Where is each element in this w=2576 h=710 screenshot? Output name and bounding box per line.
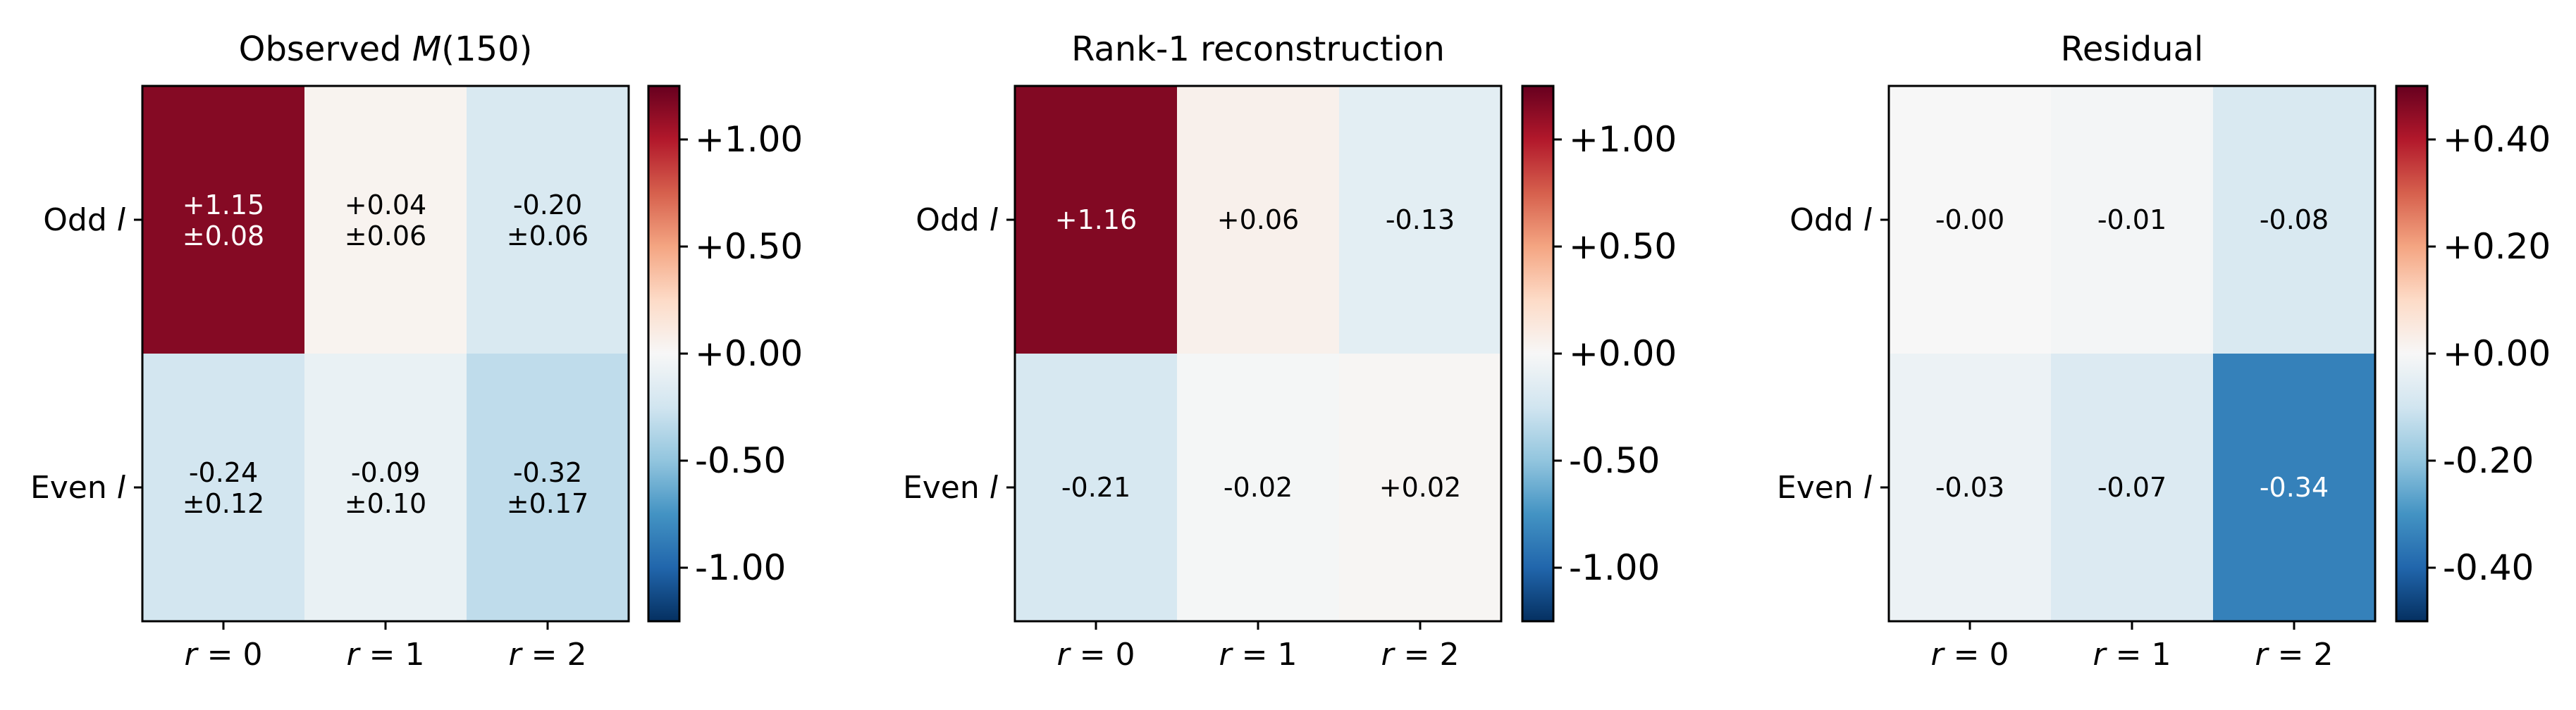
colorbar bbox=[2396, 86, 2427, 621]
cell-error-label: ±0.17 bbox=[507, 488, 588, 519]
x-tick-label-0: r = 0 bbox=[1931, 637, 2009, 673]
y-tick-label-1: Even l bbox=[1777, 470, 1873, 506]
panel-title: Rank-1 reconstruction bbox=[1071, 30, 1445, 69]
heatmap-cell-r1-c2 bbox=[467, 354, 629, 621]
x-tick-label-2: r = 2 bbox=[509, 637, 587, 673]
y-tick-label-1: Even l bbox=[903, 470, 999, 506]
colorbar-tick-label-1: +0.20 bbox=[2443, 226, 2551, 267]
heatmap-cell-r1-c0 bbox=[1015, 354, 1177, 621]
colorbar-tick-label-2: +0.00 bbox=[1569, 333, 1677, 374]
colorbar-tick-label-0: +1.00 bbox=[695, 119, 803, 160]
cell-error-label: ±0.08 bbox=[183, 220, 264, 251]
colorbar-tick-label-2: +0.00 bbox=[695, 333, 803, 374]
panel-title: Observed M(150) bbox=[239, 30, 533, 69]
heatmap-cell-r1-c1 bbox=[304, 354, 467, 621]
title-text: Residual bbox=[2061, 30, 2204, 69]
title-suffix: (150) bbox=[441, 30, 532, 69]
x-tick-label-0: r = 0 bbox=[185, 637, 263, 673]
colorbar-tick-label-4: -1.00 bbox=[695, 547, 786, 588]
x-tick-label-1: r = 1 bbox=[1219, 637, 1298, 673]
x-tick-label-0: r = 0 bbox=[1057, 637, 1135, 673]
cell-value-label: -0.03 bbox=[1935, 472, 2004, 503]
heatmap-cell-r0-c1 bbox=[2051, 86, 2213, 354]
heatmap-cell-r0-c2 bbox=[467, 86, 629, 354]
cell-value-label: -0.08 bbox=[2260, 204, 2329, 235]
heatmap-panel-1: Observed M(150)+1.15±0.08+0.04±0.06-0.20… bbox=[30, 30, 803, 673]
cell-value-label: +0.04 bbox=[345, 189, 426, 220]
heatmap-cell-r0-c0 bbox=[142, 86, 304, 354]
x-tick-label-1: r = 1 bbox=[347, 637, 425, 673]
title-text: Rank-1 reconstruction bbox=[1071, 30, 1445, 69]
colorbar-tick-label-4: -1.00 bbox=[1569, 547, 1660, 588]
cell-value-label: -0.09 bbox=[351, 457, 420, 488]
colorbar-tick-label-2: +0.00 bbox=[2443, 333, 2551, 374]
cell-value-label: -0.32 bbox=[513, 457, 582, 488]
y-tick-label-0: Odd l bbox=[916, 202, 998, 238]
heatmap-panel-3: Residual -0.00 -0.01 -0.08 -0.03 -0.07 -0.34 Od… bbox=[1777, 30, 2551, 673]
cell-value-label: +0.02 bbox=[1379, 472, 1461, 503]
cell-value-label: -0.34 bbox=[2260, 472, 2329, 503]
cell-value-label: -0.02 bbox=[1224, 472, 1293, 503]
cell-error-label: ±0.06 bbox=[507, 220, 588, 251]
colorbar-tick-label-3: -0.50 bbox=[695, 440, 786, 481]
heatmap-panel-2: Rank-1 reconstruction +1.16 +0.06 -0.13 -0.2… bbox=[903, 30, 1677, 673]
cell-error-label: ±0.06 bbox=[345, 220, 426, 251]
title-variable: M bbox=[412, 30, 441, 69]
cell-value-label: +1.15 bbox=[183, 189, 264, 220]
cell-value-label: -0.20 bbox=[513, 189, 582, 220]
cell-value-label: -0.13 bbox=[1386, 204, 1455, 235]
heatmap-cell-r0-c1 bbox=[1177, 86, 1339, 354]
colorbar-tick-label-1: +0.50 bbox=[1569, 226, 1677, 267]
title-text: Observed bbox=[239, 30, 412, 69]
cell-value-label: -0.00 bbox=[1935, 204, 2004, 235]
cell-value-label: -0.01 bbox=[2097, 204, 2167, 235]
heatmap-cell-r0-c2 bbox=[1339, 86, 1501, 354]
x-tick-label-2: r = 2 bbox=[2255, 637, 2334, 673]
heatmap-cell-r1-c0 bbox=[142, 354, 304, 621]
heatmap-cell-r0-c0 bbox=[1015, 86, 1177, 354]
colorbar-tick-label-1: +0.50 bbox=[695, 226, 803, 267]
heatmap-cell-r1-c2 bbox=[2213, 354, 2375, 621]
cell-error-label: ±0.10 bbox=[345, 488, 426, 519]
heatmap-cell-r1-c1 bbox=[2051, 354, 2213, 621]
cell-value-label: -0.21 bbox=[1061, 472, 1130, 503]
cell-value-label: -0.24 bbox=[189, 457, 258, 488]
colorbar-tick-label-0: +0.40 bbox=[2443, 119, 2551, 160]
colorbar-tick-label-3: -0.20 bbox=[2443, 440, 2534, 481]
y-tick-label-0: Odd l bbox=[43, 202, 125, 238]
colorbar-tick-label-3: -0.50 bbox=[1569, 440, 1660, 481]
x-tick-label-2: r = 2 bbox=[1381, 637, 1460, 673]
colorbar-tick-label-0: +1.00 bbox=[1569, 119, 1677, 160]
heatmap-cell-r1-c0 bbox=[1889, 354, 2051, 621]
heatmap-cell-r1-c2 bbox=[1339, 354, 1501, 621]
y-tick-label-1: Even l bbox=[30, 470, 126, 506]
cell-value-label: -0.07 bbox=[2097, 472, 2167, 503]
cell-value-label: +1.16 bbox=[1055, 204, 1137, 235]
y-tick-label-0: Odd l bbox=[1789, 202, 1872, 238]
x-tick-label-1: r = 1 bbox=[2093, 637, 2171, 673]
colorbar-tick-label-4: -0.40 bbox=[2443, 547, 2534, 588]
colorbar bbox=[648, 86, 679, 621]
heatmap-cell-r0-c2 bbox=[2213, 86, 2375, 354]
heatmap-cell-r0-c0 bbox=[1889, 86, 2051, 354]
heatmap-cell-r0-c1 bbox=[304, 86, 467, 354]
heatmap-cell-r1-c1 bbox=[1177, 354, 1339, 621]
colorbar bbox=[1522, 86, 1553, 621]
cell-value-label: +0.06 bbox=[1217, 204, 1299, 235]
cell-error-label: ±0.12 bbox=[183, 488, 264, 519]
panel-title: Residual bbox=[2061, 30, 2204, 69]
